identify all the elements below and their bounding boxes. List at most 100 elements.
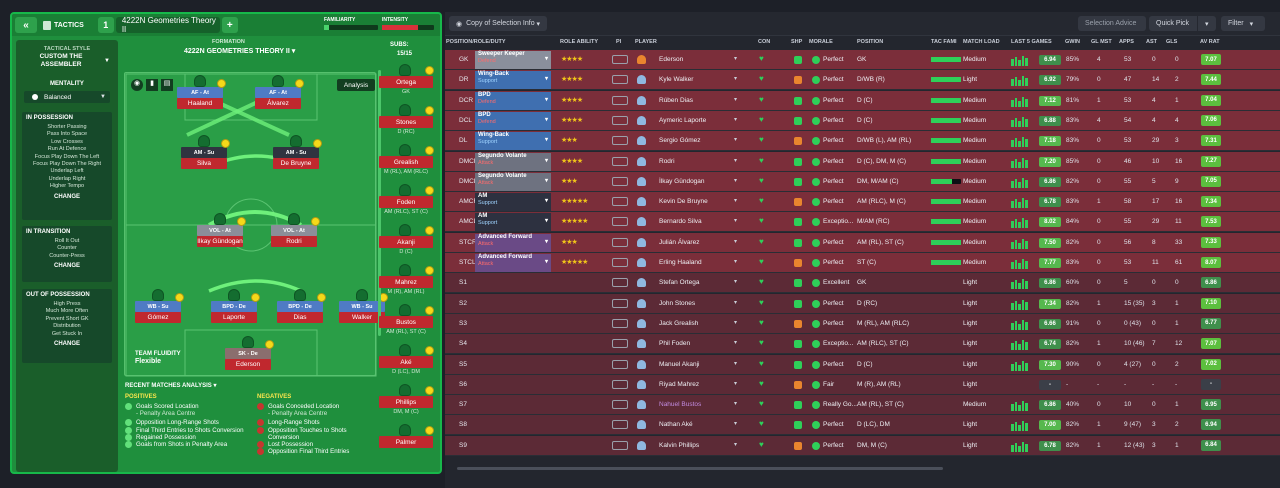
pi-icon[interactable] xyxy=(612,136,628,146)
table-row[interactable]: STCR Advanced Forward Attack ▾ ★★★ Julián Álv… xyxy=(445,232,1280,253)
player-name[interactable]: İlkay Gündogan xyxy=(659,177,705,185)
formation-title[interactable]: 4222N GEOMETRIES THEORY II ▾ xyxy=(184,48,296,55)
player-name[interactable]: John Stones xyxy=(659,299,696,307)
role-select[interactable]: BPD Defend ▾ xyxy=(475,91,551,110)
role-select[interactable]: BPD Defend ▾ xyxy=(475,111,551,130)
pitch-player[interactable]: AM - Su Silva xyxy=(181,135,230,169)
table-row[interactable]: S9 Kalvin Phillips ▾ ♥ Perfect DM, M (C) Light… xyxy=(445,435,1280,456)
column-header[interactable]: ROLE ABILITY xyxy=(560,39,598,45)
pi-icon[interactable] xyxy=(612,278,628,288)
tactic-slot-button[interactable]: 1 xyxy=(97,17,114,33)
pitch-player[interactable]: WB - Su Gómez xyxy=(135,289,184,323)
sub-player[interactable]: Ortega GK xyxy=(379,64,434,95)
column-header[interactable]: MATCH LOAD xyxy=(963,39,1000,45)
pi-icon[interactable] xyxy=(612,298,628,308)
player-name[interactable]: Nahuel Bustos xyxy=(659,401,702,409)
quick-pick-button[interactable]: Quick Pick xyxy=(1149,16,1197,31)
column-header[interactable]: GLS xyxy=(1166,39,1178,45)
table-row[interactable]: S4 Phil Foden ▾ ♥ Exceptio... AM (RLC), ST (C… xyxy=(445,334,1280,355)
pitch-player[interactable]: SK - De Ederson xyxy=(225,336,274,370)
pi-icon[interactable] xyxy=(612,237,628,247)
style-select[interactable]: CUSTOM THE ASSEMBLER ▼ xyxy=(22,53,112,71)
sub-player[interactable]: Grealish M (RL), AM (RLC) xyxy=(379,144,434,175)
player-name[interactable]: Rodri xyxy=(659,157,675,165)
role-select[interactable]: AM Support ▾ xyxy=(475,213,551,232)
horizontal-scrollbar[interactable] xyxy=(457,467,943,470)
pitch-player[interactable]: BPD - De Dias xyxy=(277,289,326,323)
pitch-player[interactable]: VOL - At Ilkay Gündogan xyxy=(197,213,246,247)
player-name[interactable]: Manuel Akanji xyxy=(659,360,700,368)
player-name[interactable]: Kyle Walker xyxy=(659,76,694,84)
pi-icon[interactable] xyxy=(612,318,628,328)
pi-icon[interactable] xyxy=(612,440,628,450)
column-header[interactable]: CON xyxy=(758,39,771,45)
add-tactic-button[interactable]: + xyxy=(221,17,238,33)
column-header[interactable]: LAST 5 GAMES xyxy=(1011,39,1052,45)
sub-player[interactable]: Palmer xyxy=(379,424,434,449)
pitch-player[interactable]: AF - At Álvarez xyxy=(255,75,304,109)
pitch-player[interactable]: AM - Su De Bruyne xyxy=(273,135,322,169)
role-select[interactable]: Segundo Volante Attack ▾ xyxy=(475,152,551,171)
quick-pick-menu-button[interactable]: ▾ xyxy=(1198,16,1216,31)
column-header[interactable]: TAC FAMI xyxy=(931,39,957,45)
table-row[interactable]: S3 Jack Grealish ▾ ♥ Perfect M (RL), AM (RLC)… xyxy=(445,313,1280,334)
table-row[interactable]: S7 Nahuel Bustos ▾ ♥ Really Go... AM (RL), ST… xyxy=(445,395,1280,416)
column-header[interactable]: SHP xyxy=(791,39,803,45)
player-name[interactable]: Bernardo Silva xyxy=(659,218,702,226)
player-name[interactable]: Sergio Gómez xyxy=(659,137,701,145)
column-header[interactable]: GL MST xyxy=(1091,39,1112,45)
table-row[interactable]: DMCR Segundo Volante Attack ▾ ★★★★ Rodri ▾ ♥ Per… xyxy=(445,151,1280,172)
column-header[interactable]: AV RAT xyxy=(1200,39,1220,45)
role-select[interactable]: Wing-Back Support ▾ xyxy=(475,132,551,151)
out-of-possession-change-button[interactable]: CHANGE xyxy=(53,341,80,348)
role-select[interactable]: Advanced Forward Attack ▾ xyxy=(475,254,551,272)
analysis-button[interactable]: Analysis xyxy=(337,79,375,91)
pi-icon[interactable] xyxy=(612,115,628,125)
sub-player[interactable]: Foden AM (RLC), ST (C) xyxy=(379,184,434,215)
sub-player[interactable]: Akanji D (C) xyxy=(379,224,434,255)
column-header[interactable]: PI xyxy=(616,39,622,45)
player-name[interactable]: Julián Álvarez xyxy=(659,238,700,246)
column-header[interactable]: AST xyxy=(1146,39,1157,45)
table-row[interactable]: GK Sweeper Keeper Defend ▾ ★★★★ Ederson ▾ ♥ Perf… xyxy=(445,50,1280,70)
mentality-select[interactable]: Balanced ▼ xyxy=(24,91,110,103)
player-name[interactable]: Aymeric Laporte xyxy=(659,116,707,124)
player-name[interactable]: Nathan Aké xyxy=(659,421,693,429)
pi-icon[interactable] xyxy=(612,197,628,207)
pitch-player[interactable]: WB - Su Walker xyxy=(339,289,388,323)
table-row[interactable]: DMCL Segundo Volante Attack ▾ ★★★ İlkay Gündo… xyxy=(445,171,1280,192)
pi-icon[interactable] xyxy=(612,55,628,64)
pi-icon[interactable] xyxy=(612,217,628,227)
column-header[interactable]: MORALE xyxy=(809,39,833,45)
player-name[interactable]: Phil Foden xyxy=(659,340,691,348)
filter-button[interactable]: Filter ▾ xyxy=(1221,16,1265,31)
pi-icon[interactable] xyxy=(612,258,628,267)
column-header[interactable]: POSITION xyxy=(857,39,884,45)
player-name[interactable]: Jack Grealish xyxy=(659,319,699,327)
sub-player[interactable]: Mahrez M (R), AM (RL) xyxy=(379,264,434,295)
table-row[interactable]: DCL BPD Defend ▾ ★★★★ Aymeric Laporte ▾ ♥ Perfec… xyxy=(445,110,1280,131)
table-row[interactable]: S5 Manuel Akanji ▾ ♥ Perfect D (C) Light 7.30 90… xyxy=(445,354,1280,375)
sub-player[interactable]: Phillips DM, M (C) xyxy=(379,384,434,415)
pi-icon[interactable] xyxy=(612,379,628,389)
pi-icon[interactable] xyxy=(612,156,628,166)
in-transition-change-button[interactable]: CHANGE xyxy=(53,263,80,270)
table-row[interactable]: S2 John Stones ▾ ♥ Perfect D (RC) Light 7.34 82%… xyxy=(445,293,1280,314)
player-name[interactable]: Stefan Ortega xyxy=(659,279,700,287)
player-name[interactable]: Kevin De Bruyne xyxy=(659,198,708,206)
table-row[interactable]: DCR BPD Defend ▾ ★★★★ Rúben Dias ▾ ♥ Perfect D (C… xyxy=(445,90,1280,111)
back-button[interactable]: « xyxy=(15,17,37,33)
pi-icon[interactable] xyxy=(612,95,628,105)
sub-player[interactable]: Bustos AM (RL), ST (C) xyxy=(379,304,434,335)
table-row[interactable]: STCL Advanced Forward Attack ▾ ★★★★★ Erling H… xyxy=(445,253,1280,273)
pitch-player[interactable]: AF - At Haaland xyxy=(177,75,226,109)
bar-chart-icon[interactable]: ▮ xyxy=(146,79,158,91)
sub-player[interactable]: Stones D (RC) xyxy=(379,104,434,135)
pitch-player[interactable]: BPD - De Laporte xyxy=(211,289,260,323)
table-row[interactable]: S6 Riyad Mahrez ▾ ♥ Fair M (R), AM (RL) Light -… xyxy=(445,374,1280,395)
pi-icon[interactable] xyxy=(612,75,628,85)
pi-icon[interactable] xyxy=(612,176,628,186)
table-row[interactable]: DR Wing-Back Support ▾ ★★★★ Kyle Walker ▾ ♥ Perf… xyxy=(445,70,1280,91)
pi-icon[interactable] xyxy=(612,420,628,430)
card-icon[interactable]: ▤ xyxy=(161,79,173,91)
